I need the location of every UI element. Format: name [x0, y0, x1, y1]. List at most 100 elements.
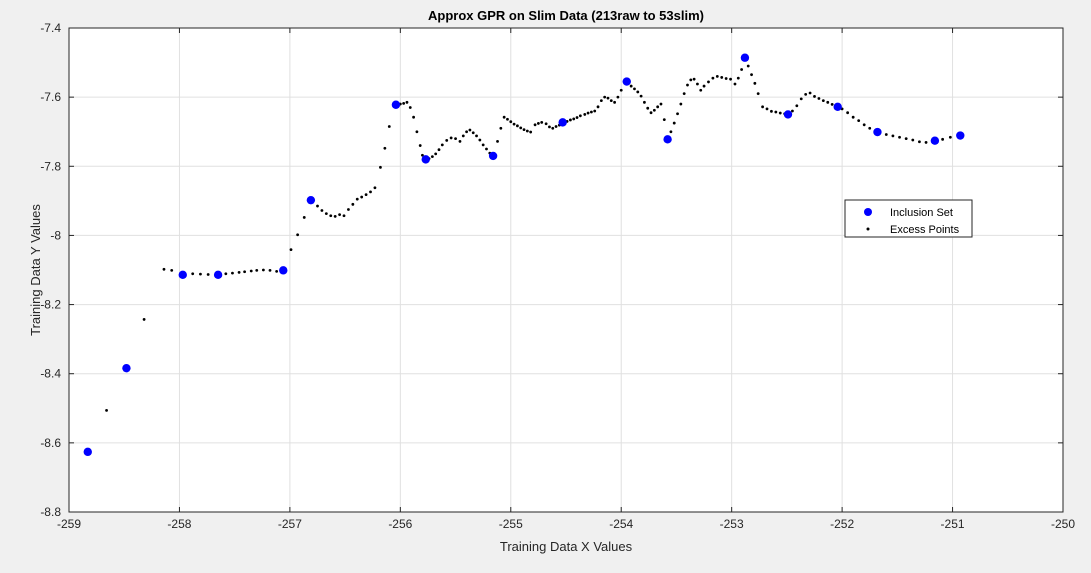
excess-point [434, 152, 438, 156]
legend-excess-marker [866, 227, 870, 231]
excess-point [804, 92, 808, 96]
legend-excess-label: Excess Points [890, 224, 960, 236]
excess-point [525, 129, 529, 133]
excess-point [702, 84, 706, 88]
excess-point [224, 272, 228, 276]
excess-point [237, 271, 241, 274]
inclusion-point [306, 195, 316, 205]
excess-point [449, 136, 453, 140]
inclusion-point [122, 363, 131, 373]
excess-point [206, 273, 210, 276]
excess-point [512, 122, 516, 126]
excess-point [778, 111, 782, 115]
excess-point [686, 83, 689, 87]
excess-point [733, 82, 737, 86]
excess-point [502, 115, 506, 119]
excess-point [924, 141, 928, 144]
excess-point [740, 68, 744, 71]
excess-point [633, 87, 636, 91]
excess-point [506, 117, 509, 121]
excess-point [826, 100, 830, 104]
excess-point [606, 96, 610, 100]
excess-point [440, 143, 444, 147]
excess-point [475, 134, 478, 138]
excess-point [616, 95, 620, 99]
excess-point [415, 130, 419, 134]
excess-point [586, 111, 590, 115]
excess-point [324, 212, 328, 216]
x-tick-label: -258 [167, 517, 191, 531]
excess-point [320, 209, 324, 212]
inclusion-point [279, 266, 288, 275]
inclusion-point [213, 270, 223, 280]
inclusion-point [663, 135, 672, 144]
series-excess-points [105, 64, 952, 412]
excess-point [770, 109, 773, 113]
excess-point [536, 122, 540, 125]
excess-point [578, 114, 582, 118]
excess-point [761, 105, 764, 109]
excess-point [191, 272, 195, 276]
x-tick-label: -252 [830, 517, 854, 531]
excess-point [522, 128, 526, 132]
x-tick-label: -251 [941, 517, 965, 531]
excess-point [720, 76, 724, 79]
excess-point [338, 213, 341, 217]
series-inclusion-set [83, 53, 965, 457]
excess-point [569, 118, 572, 122]
excess-point [692, 77, 696, 81]
excess-point [682, 92, 686, 96]
y-tick-label: -7.6 [40, 90, 61, 104]
inclusion-point [178, 270, 187, 280]
excess-point [471, 131, 475, 135]
excess-point [868, 126, 872, 130]
excess-point [255, 268, 259, 272]
excess-point [199, 272, 202, 276]
inclusion-point [783, 110, 793, 119]
excess-point [636, 90, 640, 94]
excess-point [369, 190, 372, 194]
excess-point [862, 123, 866, 127]
excess-point [948, 135, 952, 139]
inclusion-point [873, 127, 882, 137]
y-tick-label: -8.4 [40, 367, 61, 381]
excess-point [911, 138, 915, 142]
excess-point [662, 118, 666, 122]
excess-point [421, 153, 424, 157]
excess-point [639, 94, 643, 98]
excess-point [891, 134, 895, 138]
excess-point [418, 144, 422, 147]
excess-point [643, 100, 646, 104]
excess-point [249, 269, 253, 273]
excess-point [379, 165, 382, 169]
excess-point [817, 97, 821, 100]
legend-inclusion-label: Inclusion Set [890, 207, 953, 219]
inclusion-point [956, 131, 965, 140]
excess-point [481, 143, 485, 147]
y-tick-label: -8.6 [40, 436, 61, 450]
excess-point [572, 117, 576, 121]
excess-point [499, 126, 503, 130]
y-tick-label: -8 [50, 228, 61, 242]
excess-point [548, 125, 551, 129]
excess-point [729, 77, 732, 81]
legend-inclusion-marker [864, 208, 872, 216]
excess-point [669, 130, 673, 134]
excess-point [412, 115, 415, 119]
x-tick-label: -254 [609, 517, 633, 531]
x-tick-label: -257 [278, 517, 302, 531]
excess-point [583, 113, 587, 116]
excess-point [652, 108, 656, 112]
excess-point [289, 248, 293, 252]
excess-point [243, 270, 247, 274]
excess-point [405, 100, 409, 104]
grid [69, 28, 1063, 512]
excess-point [364, 193, 368, 197]
excess-point [679, 102, 683, 106]
excess-point [791, 109, 794, 113]
inclusion-point [558, 118, 567, 127]
excess-point [316, 204, 319, 208]
inclusion-point [740, 53, 750, 62]
excess-point [445, 138, 449, 142]
excess-point [231, 271, 234, 275]
